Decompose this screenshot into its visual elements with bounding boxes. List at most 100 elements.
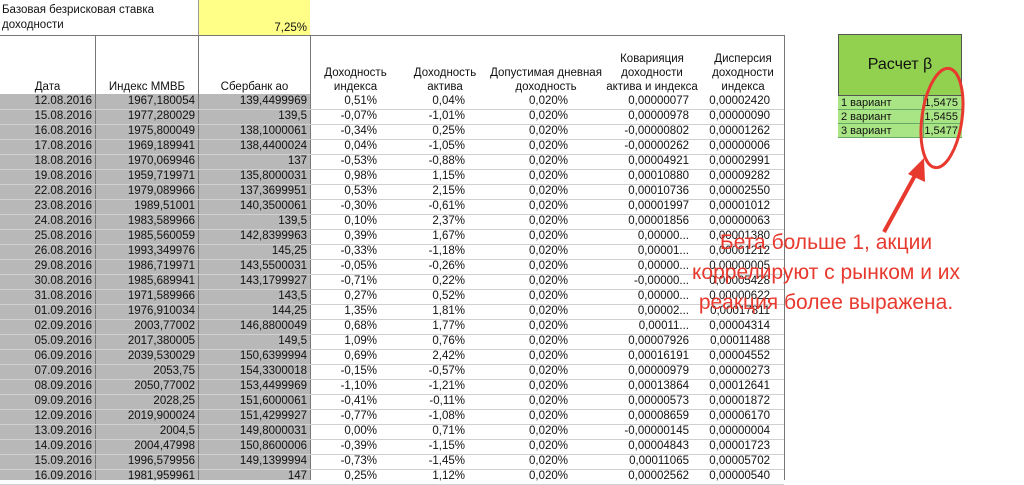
- cell-al[interactable]: 0,020%: [528, 140, 568, 152]
- cell-var[interactable]: 0,00000005: [709, 260, 770, 272]
- cell-ri[interactable]: -0,07%: [340, 110, 377, 122]
- cell-sber[interactable]: 149,1399994: [239, 455, 307, 467]
- cell-al[interactable]: 0,020%: [528, 185, 568, 197]
- cell-al[interactable]: 0,020%: [528, 275, 568, 287]
- cell-var[interactable]: 0,00001872: [709, 395, 770, 407]
- cell-sber[interactable]: 139,5: [278, 215, 307, 227]
- cell-index[interactable]: 2017,380005: [127, 335, 195, 347]
- cell-date[interactable]: 12.09.2016: [34, 410, 92, 422]
- table-row[interactable]: 15.08.2016 1977,280029 139,5 -0,07% -1,01% 0,…: [0, 109, 784, 124]
- cell-ra[interactable]: -1,01%: [428, 110, 465, 122]
- cell-index[interactable]: 2028,25: [153, 395, 195, 407]
- cell-index[interactable]: 1970,069946: [127, 155, 195, 167]
- cell-index[interactable]: 1967,180054: [127, 95, 195, 107]
- cell-al[interactable]: 0,020%: [528, 395, 568, 407]
- cell-index[interactable]: 1993,349976: [127, 245, 195, 257]
- cell-sber[interactable]: 150,8600006: [239, 440, 307, 452]
- cell-sber[interactable]: 147: [287, 470, 307, 482]
- cell-date[interactable]: 08.09.2016: [34, 380, 92, 392]
- cell-var[interactable]: 0,00001262: [709, 125, 770, 137]
- cell-date[interactable]: 29.08.2016: [34, 260, 92, 272]
- cell-ra[interactable]: 1,81%: [432, 305, 465, 317]
- cell-ra[interactable]: -0,61%: [428, 200, 465, 212]
- table-row[interactable]: 05.09.2016 2017,380005 149,5 1,09% 0,76% 0,02…: [0, 334, 784, 349]
- cell-cov[interactable]: -0,00000...: [634, 275, 689, 287]
- cell-ri[interactable]: -0,34%: [340, 125, 377, 137]
- cell-ra[interactable]: 0,71%: [432, 425, 465, 437]
- cell-al[interactable]: 0,020%: [528, 365, 568, 377]
- table-row[interactable]: 12.09.2016 2019,900024 151,4299927 -0,77% -1…: [0, 409, 784, 424]
- cell-date[interactable]: 24.08.2016: [34, 215, 92, 227]
- cell-sber[interactable]: 138,4400024: [239, 140, 307, 152]
- cell-ra[interactable]: 0,52%: [432, 290, 465, 302]
- cell-var[interactable]: 0,00002550: [709, 185, 770, 197]
- cell-ra[interactable]: 2,37%: [432, 215, 465, 227]
- table-row[interactable]: 22.08.2016 1979,089966 137,3699951 0,53% 2,1…: [0, 184, 784, 199]
- cell-cov[interactable]: 0,00010880: [628, 170, 689, 182]
- cell-ra[interactable]: -0,88%: [428, 155, 465, 167]
- cell-date[interactable]: 15.08.2016: [34, 110, 92, 122]
- cell-al[interactable]: 0,020%: [528, 305, 568, 317]
- table-row[interactable]: 18.08.2016 1970,069946 137 -0,53% -0,88% 0,02…: [0, 154, 784, 169]
- cell-al[interactable]: 0,020%: [528, 290, 568, 302]
- cell-ra[interactable]: -1,15%: [428, 440, 465, 452]
- cell-var[interactable]: 0,00011488: [710, 335, 770, 347]
- cell-date[interactable]: 01.09.2016: [34, 305, 92, 317]
- cell-ri[interactable]: -0,15%: [340, 365, 377, 377]
- cell-cov[interactable]: 0,00004921: [628, 155, 689, 167]
- cell-index[interactable]: 1959,719971: [127, 170, 195, 182]
- col-header-index-return[interactable]: Доходность индекса: [324, 67, 387, 93]
- table-row[interactable]: 31.08.2016 1971,589966 143,5 0,27% 0,52% 0,02…: [0, 289, 784, 304]
- cell-cov[interactable]: 0,00000978: [628, 110, 689, 122]
- cell-ri[interactable]: -0,71%: [340, 275, 377, 287]
- cell-date[interactable]: 12.08.2016: [34, 95, 92, 107]
- table-row[interactable]: 16.09.2016 1981,959961 147 0,25% 1,12% 0,020%…: [0, 469, 784, 484]
- table-row[interactable]: 29.08.2016 1986,719971 143,5500031 -0,05% -0…: [0, 259, 784, 274]
- cell-sber[interactable]: 137,3699951: [239, 185, 307, 197]
- cell-ri[interactable]: 0,00%: [344, 425, 377, 437]
- table-row[interactable]: 07.09.2016 2053,75 154,3300018 -0,15% -0,57%…: [0, 364, 784, 379]
- cell-ri[interactable]: 0,98%: [344, 170, 377, 182]
- cell-al[interactable]: 0,020%: [528, 455, 568, 467]
- table-row[interactable]: 14.09.2016 2004,47998 150,8600006 -0,39% -1,…: [0, 439, 784, 454]
- cell-date[interactable]: 05.09.2016: [34, 335, 92, 347]
- cell-sber[interactable]: 149,8000031: [239, 425, 307, 437]
- cell-al[interactable]: 0,020%: [528, 155, 568, 167]
- cell-sber[interactable]: 138,1000061: [239, 125, 307, 137]
- cell-al[interactable]: 0,020%: [528, 260, 568, 272]
- cell-ri[interactable]: -0,41%: [340, 395, 377, 407]
- cell-index[interactable]: 1971,589966: [127, 290, 195, 302]
- table-row[interactable]: 25.08.2016 1985,560059 142,8399963 0,39% 1,6…: [0, 229, 784, 244]
- cell-ri[interactable]: 0,04%: [344, 140, 377, 152]
- cell-ra[interactable]: 1,15%: [432, 170, 465, 182]
- cell-ri[interactable]: 0,39%: [344, 230, 377, 242]
- cell-index[interactable]: 1981,959961: [127, 470, 195, 482]
- cell-date[interactable]: 31.08.2016: [34, 290, 92, 302]
- cell-var[interactable]: 0,00001212: [709, 245, 770, 257]
- cell-cov[interactable]: 0,00004843: [628, 440, 689, 452]
- cell-date[interactable]: 26.08.2016: [34, 245, 92, 257]
- cell-var[interactable]: 0,00005428: [709, 275, 770, 287]
- cell-ri[interactable]: 1,09%: [344, 335, 377, 347]
- cell-ri[interactable]: 0,10%: [344, 215, 377, 227]
- cell-index[interactable]: 2004,5: [159, 425, 195, 437]
- table-row[interactable]: 30.08.2016 1985,689941 143,1799927 -0,71% 0,…: [0, 274, 784, 289]
- cell-al[interactable]: 0,020%: [528, 245, 568, 257]
- cell-index[interactable]: 1976,910034: [127, 305, 195, 317]
- cell-ri[interactable]: 0,53%: [344, 185, 377, 197]
- cell-index[interactable]: 2004,47998: [134, 440, 195, 452]
- cell-sber[interactable]: 154,3300018: [239, 365, 307, 377]
- table-row[interactable]: 19.08.2016 1959,719971 135,8000031 0,98% 1,1…: [0, 169, 784, 184]
- cell-sber[interactable]: 144,25: [271, 305, 307, 317]
- cell-al[interactable]: 0,020%: [528, 95, 568, 107]
- cell-ri[interactable]: -0,73%: [340, 455, 377, 467]
- cell-ri[interactable]: -0,53%: [340, 155, 377, 167]
- cell-ra[interactable]: 2,42%: [432, 350, 465, 362]
- cell-al[interactable]: 0,020%: [528, 170, 568, 182]
- cell-cov[interactable]: -0,00000802: [624, 125, 689, 137]
- cell-ri[interactable]: 0,68%: [344, 320, 377, 332]
- cell-ra[interactable]: -1,21%: [428, 380, 465, 392]
- cell-ra[interactable]: -1,18%: [428, 245, 465, 257]
- cell-sber[interactable]: 150,6399994: [239, 350, 307, 362]
- cell-var[interactable]: 0,00001012: [709, 200, 770, 212]
